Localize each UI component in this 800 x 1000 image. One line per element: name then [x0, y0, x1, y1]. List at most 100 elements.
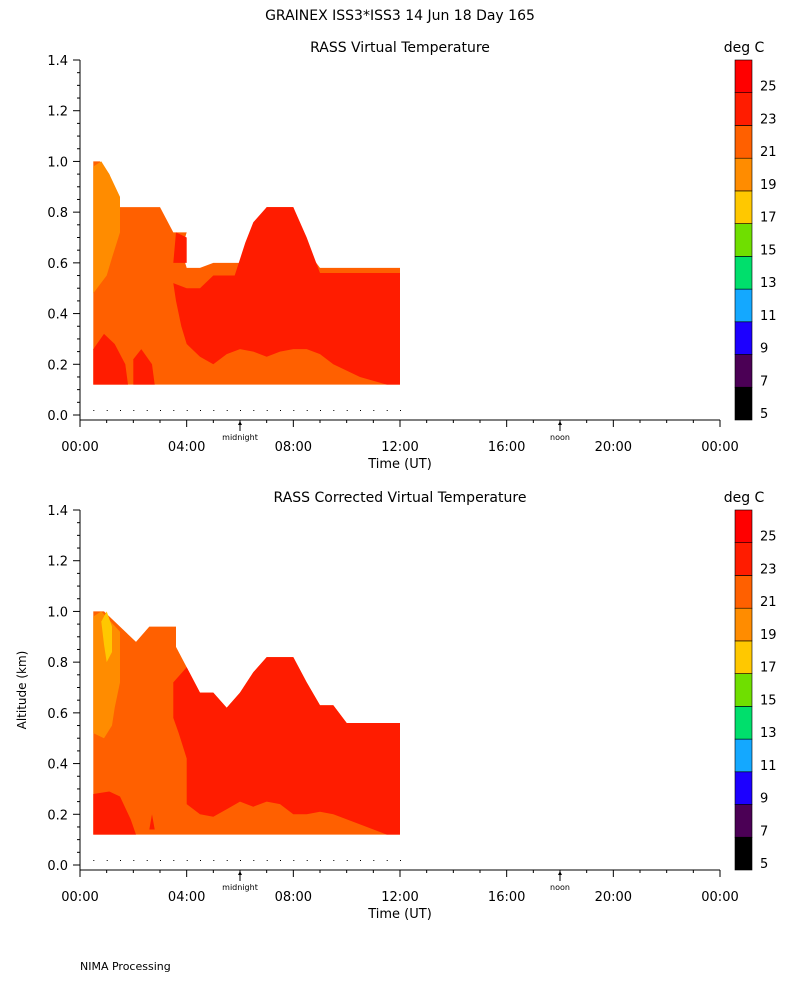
sample-dot: [373, 410, 375, 411]
x-tick-label: 04:00: [168, 440, 205, 455]
panel-title: RASS Corrected Virtual Temperature: [274, 490, 527, 506]
x-tick-label: 16:00: [488, 890, 525, 905]
panel-virtual-temperature: RASS Virtual Temperature 0.0 0.2 0.4 0.6 0.8 1…: [47, 40, 776, 472]
y-tick-label: 1.2: [47, 105, 68, 120]
contour-region-23-25: [173, 207, 400, 385]
colorbar-swatch: [734, 59, 753, 94]
contour-region-17-19: [101, 611, 112, 663]
colorbar-swatch: [734, 607, 753, 642]
x-tick-label: 20:00: [595, 440, 632, 455]
colorbar-swatch: [734, 223, 753, 257]
x-tick-label: 08:00: [275, 440, 312, 455]
sample-dot: [400, 410, 401, 411]
colorbar-tick-label: 17: [760, 661, 777, 676]
colorbar-swatch: [734, 738, 753, 773]
marker-arrow-head: [238, 871, 242, 875]
sample-dot: [346, 860, 348, 861]
colorbar-swatch: [734, 354, 753, 388]
y-tick-label: 0.8: [47, 206, 68, 221]
colorbar-swatch: [734, 509, 753, 544]
sample-dot: [333, 410, 335, 411]
sample-dot: [93, 410, 95, 411]
x-tick-label: 16:00: [488, 440, 525, 455]
colorbar-tick-label: 21: [760, 145, 777, 160]
colorbar-tick-label: 13: [760, 726, 777, 741]
sample-dot: [240, 860, 241, 861]
sample-dot: [306, 860, 308, 861]
marker-arrow-head: [558, 871, 562, 875]
sample-dots: [93, 860, 401, 861]
sample-dot: [306, 410, 308, 411]
sample-dot: [213, 410, 215, 411]
sample-dot: [200, 410, 201, 411]
colorbar-swatch: [734, 125, 753, 159]
sample-dot: [386, 860, 388, 861]
sample-dot: [360, 410, 361, 411]
colorbar-swatch: [734, 190, 753, 224]
sample-dot: [106, 860, 108, 861]
marker-arrow-head: [238, 421, 242, 425]
colorbar-tick-label: 19: [760, 178, 777, 193]
contour-region-19-21: [93, 611, 120, 739]
sample-dot: [320, 860, 321, 861]
colorbar-tick-label: 17: [760, 211, 777, 226]
x-tick-label: 12:00: [381, 440, 418, 455]
x-tick-label: 00:00: [701, 440, 738, 455]
colorbar-tick-label: 19: [760, 628, 777, 643]
sample-dot: [293, 410, 295, 411]
sample-dot: [213, 860, 215, 861]
colorbar-tick-label: 15: [760, 693, 777, 708]
sample-dot: [266, 860, 268, 861]
sample-dot: [226, 860, 228, 861]
x-axis-label: Time (UT): [367, 457, 432, 472]
colorbar-swatch: [734, 640, 753, 674]
y-tick-label: 0.4: [47, 308, 68, 323]
y-tick-label: 1.4: [47, 54, 68, 69]
x-tick-label: 00:00: [61, 440, 98, 455]
colorbar-tick-label: 25: [760, 530, 777, 545]
x-tick-label: 04:00: [168, 890, 205, 905]
y-axis-label: Altitude (km): [15, 651, 29, 730]
colorbar-unit-label: deg C: [724, 490, 765, 506]
sample-dot: [106, 410, 108, 411]
colorbar-tick-label: 23: [760, 562, 777, 577]
sample-dot: [293, 860, 295, 861]
contour-region-23-25: [149, 814, 155, 830]
colorbar-tick-label: 13: [760, 276, 777, 291]
colorbar-tick-label: 11: [760, 759, 777, 774]
colorbar-swatch: [734, 321, 753, 355]
colorbar-tick-label: 21: [760, 595, 777, 610]
colorbar-tick-label: 9: [760, 792, 768, 807]
colorbar-swatch: [734, 288, 753, 323]
y-tick-label: 0.2: [47, 808, 68, 823]
contour-region-23-25: [173, 657, 400, 835]
colorbar-tick-label: 5: [760, 857, 768, 872]
sample-dot: [146, 410, 148, 411]
y-tick-label: 0.2: [47, 358, 68, 373]
sample-dot: [320, 410, 321, 411]
marker-label-noon: noon: [550, 883, 570, 892]
colorbar-tick-label: 11: [760, 309, 777, 324]
sample-dot: [346, 410, 348, 411]
marker-arrow-head: [558, 421, 562, 425]
colorbar-swatch: [734, 157, 753, 192]
y-tick-label: 1.4: [47, 504, 68, 519]
contour-regions: [93, 611, 401, 835]
y-tick-label: 0.4: [47, 758, 68, 773]
x-tick-label: 00:00: [701, 890, 738, 905]
sample-dot: [373, 860, 375, 861]
y-tick-label: 1.0: [47, 605, 68, 620]
colorbar-swatch: [734, 771, 753, 805]
sample-dot: [200, 860, 201, 861]
colorbar-tick-label: 25: [760, 80, 777, 95]
sample-dot: [120, 860, 121, 861]
sample-dot: [146, 860, 148, 861]
colorbar-swatch: [734, 256, 753, 290]
x-tick-label: 20:00: [595, 890, 632, 905]
sample-dot: [186, 410, 188, 411]
marker-label-midnight: midnight: [222, 433, 258, 442]
sample-dot: [400, 860, 401, 861]
y-tick-label: 1.0: [47, 155, 68, 170]
sample-dot: [253, 410, 255, 411]
